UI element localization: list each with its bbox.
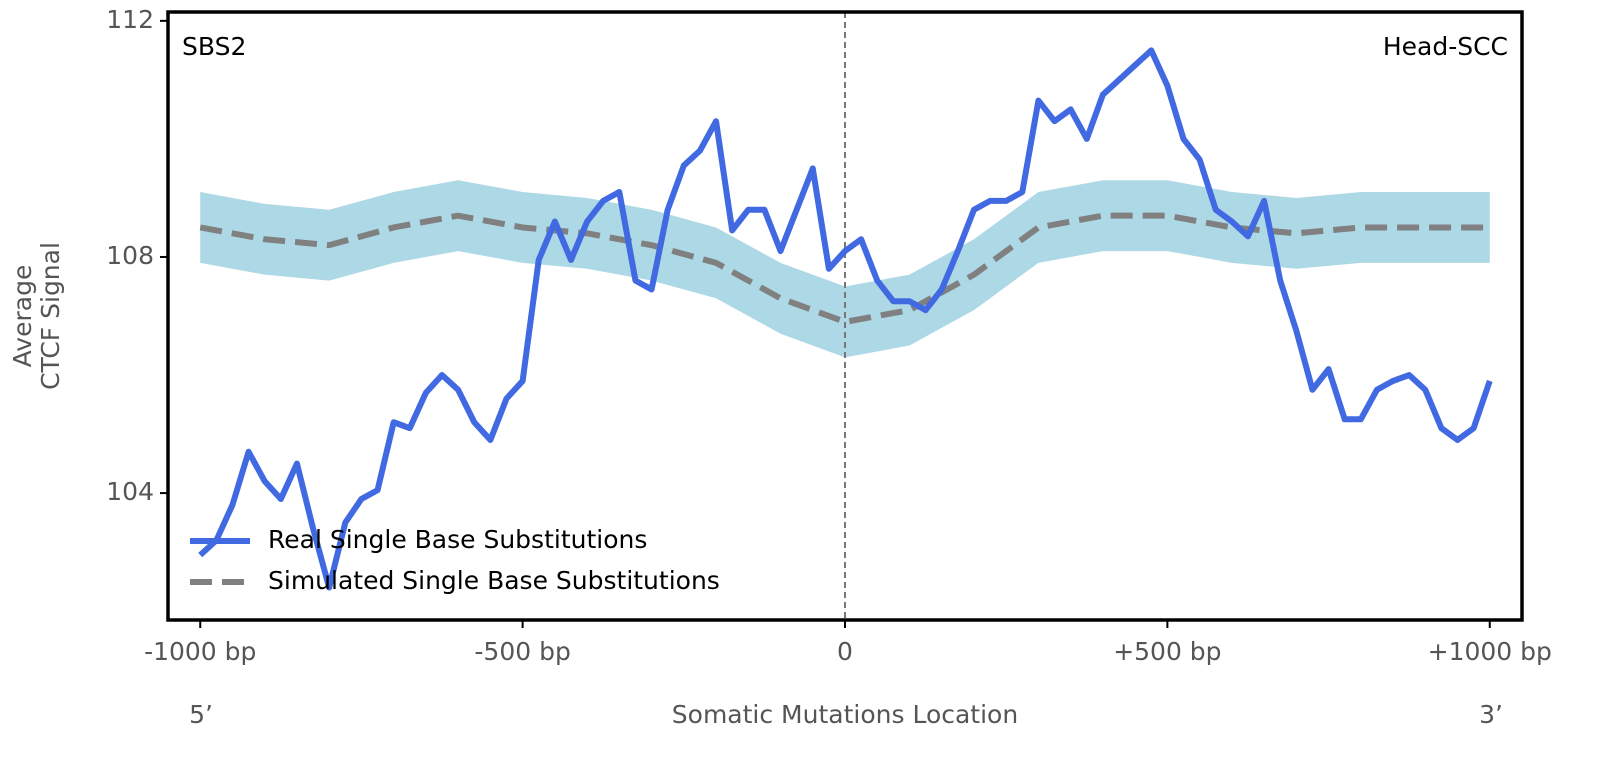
end-label: 3’ [1479, 700, 1503, 729]
y-tick-label: 112 [106, 5, 154, 34]
x-tick-label: -500 bp [474, 637, 570, 666]
x-tick-label: 0 [837, 637, 853, 666]
panel-label: SBS2 [182, 32, 246, 61]
panel-label: Head-SCC [1383, 32, 1508, 61]
series-line [199, 212, 1490, 325]
x-tick-label: +1000 bp [1428, 637, 1552, 666]
y-tick-label: 108 [106, 241, 154, 270]
y-axis-label: Average [8, 265, 37, 368]
series-line [198, 47, 1493, 591]
y-tick-label: 104 [106, 477, 154, 506]
legend-label: Simulated Single Base Substitutions [268, 566, 720, 595]
legend-label: Real Single Base Substitutions [268, 525, 647, 554]
x-axis-label: Somatic Mutations Location [672, 700, 1018, 729]
x-tick-label: -1000 bp [144, 637, 256, 666]
y-axis-label: CTCF Signal [36, 242, 65, 390]
end-label: 5’ [189, 700, 213, 729]
x-tick-label: +500 bp [1113, 637, 1221, 666]
